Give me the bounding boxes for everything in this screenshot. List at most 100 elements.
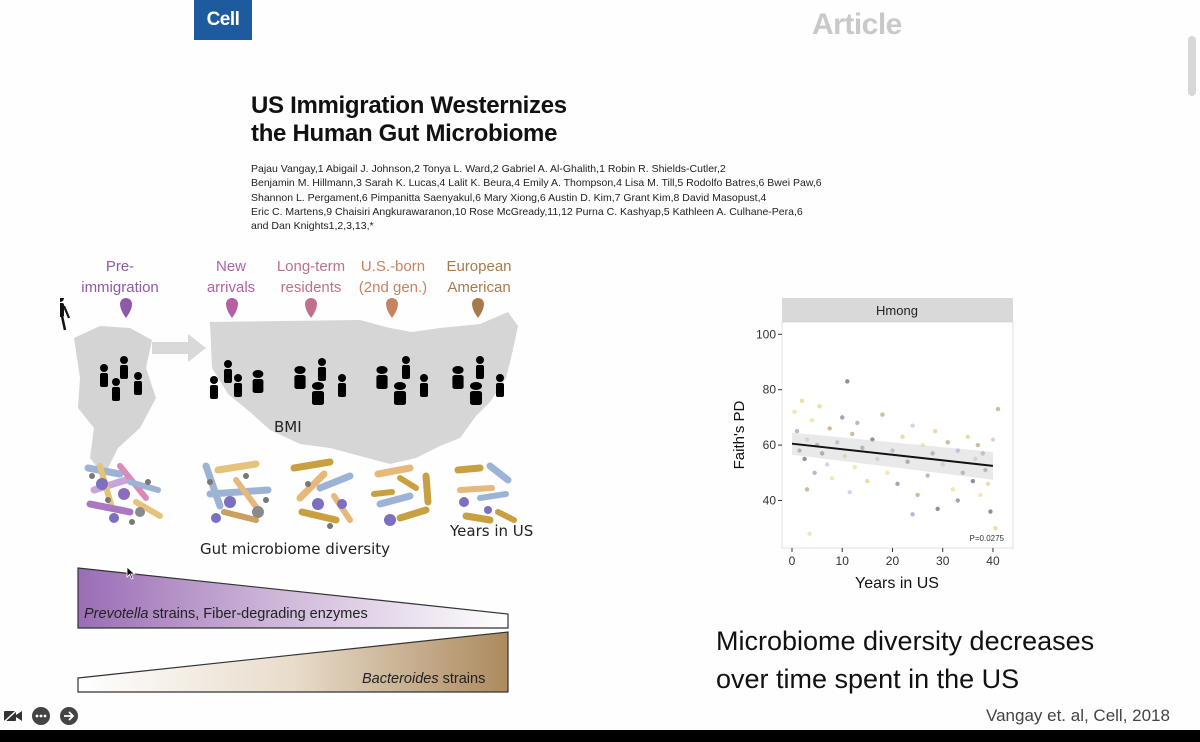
stage-line: Pre- (105, 258, 135, 275)
data-point (895, 481, 900, 487)
bacteroides-rest: strains (438, 671, 486, 687)
video-icon[interactable] (3, 706, 23, 726)
x-axis-label: Years in US (855, 575, 939, 592)
stage-line: U.S.-born (360, 258, 426, 275)
microbiome-cluster-5 (454, 462, 517, 524)
data-point (817, 404, 822, 409)
data-point (797, 448, 802, 453)
title-line: US Immigration Westernizes (251, 92, 567, 119)
data-point (932, 429, 938, 434)
microbiome-cluster-1 (84, 463, 163, 525)
author-list: Pajau Vangay,1 Abigail J. Johnson,2 Tony… (251, 162, 941, 233)
data-point (990, 437, 996, 442)
data-point (802, 456, 807, 462)
data-point (950, 487, 955, 492)
stage-line: immigration (81, 279, 159, 296)
x-tick-label: 0 (789, 554, 796, 568)
data-point (915, 492, 920, 498)
stage-line: American (447, 279, 511, 296)
prevotella-label: Prevotella strains, Fiber-degrading enzy… (84, 606, 368, 622)
author-line: Eric C. Martens,9 Chaisiri Angkurawarano… (251, 205, 803, 218)
data-point (880, 412, 885, 417)
data-point (792, 409, 797, 415)
x-ticks: 0 10 20 30 40 (789, 548, 1000, 568)
data-point (855, 420, 860, 426)
location-pin (386, 298, 398, 318)
data-point (983, 467, 988, 473)
bacteroides-italic: Bacteroides (362, 671, 439, 687)
y-tick-label: 60 (763, 438, 777, 452)
location-pin (226, 298, 238, 318)
data-point (975, 442, 981, 448)
years-in-us-label: Years in US (450, 522, 534, 540)
x-tick-label: 40 (986, 554, 1000, 568)
data-point (794, 429, 800, 434)
paper-title: US Immigration Westernizes the Human Gut… (251, 92, 567, 148)
data-point (993, 525, 998, 531)
author-line: Shannon L. Pergament,6 Pimpanitta Saenya… (251, 191, 767, 204)
immigration-figure (60, 298, 518, 693)
author-line: Benjamin M. Hillmann,3 Sarah K. Lucas,4 … (251, 177, 822, 190)
author-line: and Dan Knights1,2,3,13,* (251, 220, 374, 233)
y-tick-label: 80 (763, 383, 777, 397)
data-point (920, 442, 925, 448)
data-point (804, 487, 810, 492)
mouse-cursor-icon (126, 566, 136, 580)
people-group (60, 298, 71, 331)
data-point (988, 509, 993, 514)
prevotella-italic: Prevotella (84, 606, 149, 622)
faith-pd-plot: Hmong 40 60 80 100 0 10 20 30 40 P=0.0275 Faith… (731, 298, 1014, 592)
trend-line (791, 432, 994, 480)
bottom-bar (0, 730, 1200, 742)
conclusion-text: Microbiome diversity decreases over time… (716, 622, 1094, 698)
more-icon[interactable] (31, 706, 51, 726)
citation: Vangay et. al, Cell, 2018 (986, 706, 1170, 725)
data-point (935, 506, 940, 511)
stage-line: Long-term (276, 258, 346, 275)
data-point (852, 465, 857, 470)
bacteroides-label: Bacteroides strains (362, 671, 485, 687)
regression-line (791, 442, 994, 467)
data-point (842, 453, 847, 459)
location-pin (120, 298, 132, 318)
data-point (870, 437, 875, 442)
data-point (819, 451, 825, 456)
stage-line: arrivals (206, 279, 256, 296)
presentation-toolbar (3, 704, 79, 728)
section-label: Article (812, 8, 902, 41)
data-point (850, 431, 855, 437)
conclusion-line: over time spent in the US (716, 664, 1020, 694)
title-line: the Human Gut Microbiome (251, 120, 558, 147)
prevotella-gradient (77, 567, 509, 629)
data-point (965, 434, 971, 439)
data-point (930, 451, 935, 456)
y-tick-label: 100 (756, 327, 776, 341)
stage-label-new-arrivals: New arrivals (190, 256, 272, 298)
p-value: P=0.0275 (970, 534, 1005, 543)
migration-arrow (152, 334, 206, 362)
data-point (905, 459, 910, 464)
stage-label-european-american: European American (436, 256, 522, 298)
scrollbar[interactable] (1188, 36, 1196, 96)
next-icon[interactable] (59, 706, 79, 726)
data-point (847, 489, 852, 495)
y-axis-label: Faith's PD (731, 400, 748, 469)
microbiome-cluster-4 (371, 464, 432, 526)
data-point (809, 417, 815, 423)
y-ticks: 40 60 80 100 (756, 327, 782, 507)
stage-line: New (215, 258, 246, 275)
data-point (940, 462, 945, 467)
microbiome-cluster-2 (202, 460, 272, 523)
conclusion-line: Microbiome diversity decreases (716, 626, 1095, 656)
data-point (860, 445, 865, 451)
data-point (960, 470, 966, 475)
data-point (955, 448, 960, 453)
data-point (900, 434, 905, 439)
journal-logo: Cell (194, 0, 252, 40)
data-point (910, 512, 915, 517)
data-point (875, 456, 880, 462)
data-point (845, 379, 850, 384)
data-point (970, 478, 976, 484)
data-point (807, 531, 812, 536)
